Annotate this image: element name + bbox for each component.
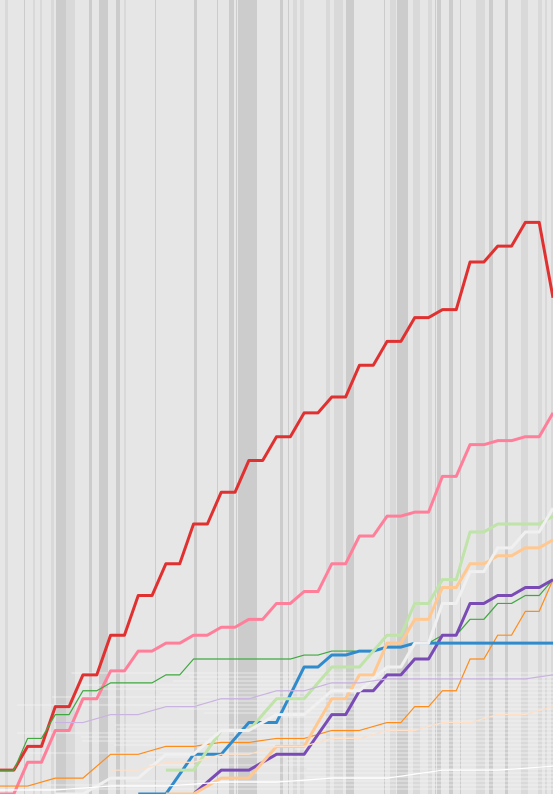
stripe-39: [505, 0, 508, 794]
stripe-34: [437, 0, 441, 794]
background-stripes: [5, 0, 553, 794]
stripe-14: [217, 0, 218, 794]
stripe-36: [460, 0, 461, 794]
stripe-18: [246, 0, 252, 794]
stripe-37: [476, 0, 485, 794]
stripe-20: [280, 0, 283, 794]
stripe-30: [399, 0, 408, 794]
stripe-8: [89, 0, 92, 794]
stripe-31: [413, 0, 420, 794]
stripe-40: [521, 0, 528, 794]
stripe-16: [236, 0, 237, 794]
stripe-19: [252, 0, 257, 794]
stripe-42: [545, 0, 547, 794]
series-line-10: [110, 706, 553, 771]
series-line-2: [0, 579, 553, 771]
stripe-9: [99, 0, 108, 794]
stripe-38: [489, 0, 493, 794]
stripe-6: [59, 0, 66, 794]
stripe-10: [116, 0, 120, 794]
stripe-32: [428, 0, 432, 794]
stripe-27: [384, 0, 385, 794]
stripe-35: [449, 0, 453, 794]
stripe-17: [238, 0, 246, 794]
stripe-13: [194, 0, 197, 794]
stripe-22: [293, 0, 297, 794]
series-lines: [0, 220, 553, 794]
stripe-23: [300, 0, 304, 794]
series-line-11: [0, 765, 553, 791]
series-line-9: [55, 674, 553, 724]
stripe-12: [155, 0, 156, 794]
stripe-28: [390, 0, 396, 794]
stripe-15: [229, 0, 234, 794]
stripe-4: [51, 0, 54, 794]
stripe-7: [66, 0, 75, 794]
stripe-5: [56, 0, 59, 794]
series-line-7: [165, 538, 553, 794]
stripe-3: [40, 0, 42, 794]
stripe-41: [538, 0, 542, 794]
stripe-26: [346, 0, 354, 794]
series-line-4: [165, 578, 553, 794]
stripe-21: [288, 0, 289, 794]
stripe-29: [397, 0, 399, 794]
series-line-6: [165, 514, 553, 772]
series-line-0: [0, 220, 553, 772]
stripe-0: [5, 0, 8, 794]
series-line-8: [55, 507, 553, 794]
series-line-1: [0, 412, 553, 794]
stripe-43: [551, 0, 553, 794]
stripe-11: [124, 0, 126, 794]
stripe-1: [24, 0, 25, 794]
stripe-2: [33, 0, 35, 794]
stripe-33: [435, 0, 436, 794]
stripe-24: [326, 0, 330, 794]
